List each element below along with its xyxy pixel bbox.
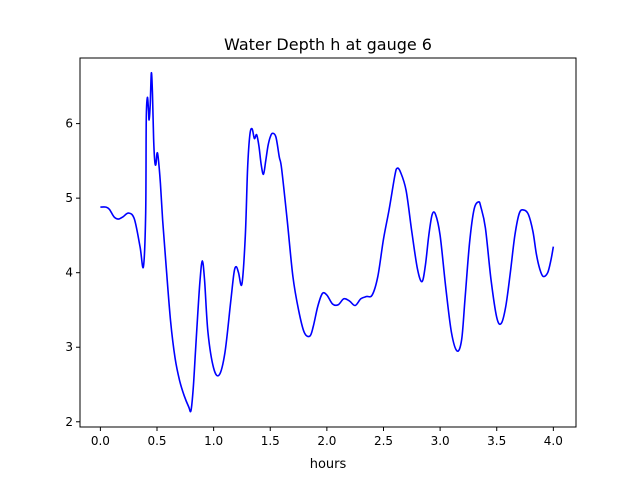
y-tick-label: 3 — [65, 340, 73, 354]
y-tick-label: 5 — [65, 191, 73, 205]
x-tick-label: 2.0 — [317, 434, 336, 448]
series-line-0 — [100, 72, 555, 413]
chart-title: Water Depth h at gauge 6 — [224, 35, 432, 54]
x-tick-label: 3.0 — [431, 434, 450, 448]
x-tick-label: 4.0 — [544, 434, 563, 448]
x-tick-label: 3.5 — [487, 434, 506, 448]
x-tick-label: 0.5 — [147, 434, 166, 448]
axes-frame — [79, 57, 577, 428]
x-axis-ticks: 0.0 0.5 1.0 1.5 2.0 2.5 3.0 3.5 4.0 — [91, 427, 563, 448]
y-tick-label: 6 — [65, 117, 73, 131]
y-tick-label: 4 — [65, 266, 73, 280]
x-tick-label: 0.0 — [91, 434, 110, 448]
x-tick-label: 2.5 — [374, 434, 393, 448]
y-tick-label: 2 — [65, 415, 73, 429]
x-axis-label: hours — [310, 457, 347, 472]
x-tick-label: 1.5 — [261, 434, 280, 448]
x-tick-label: 1.0 — [204, 434, 223, 448]
y-axis-ticks: 2 3 4 5 6 — [65, 117, 80, 429]
plot-area — [100, 72, 555, 413]
